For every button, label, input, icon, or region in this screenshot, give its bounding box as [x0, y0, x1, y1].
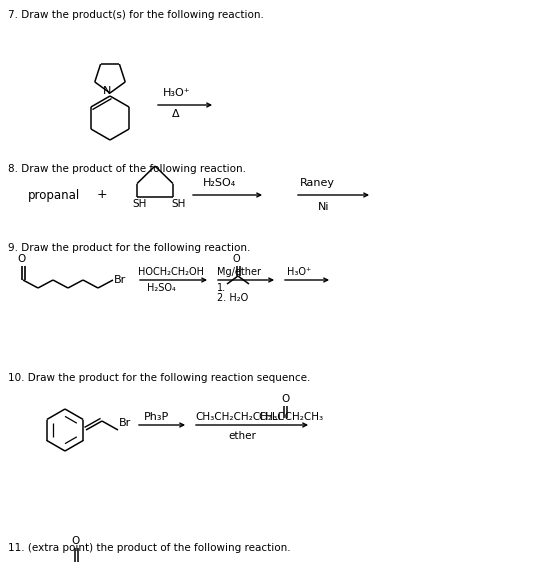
Text: SH: SH: [171, 199, 185, 209]
Text: +: +: [97, 189, 107, 201]
Text: ether: ether: [228, 431, 256, 441]
Text: O: O: [232, 254, 240, 264]
Text: O: O: [17, 254, 25, 264]
Text: CH₃CH₂CH₂CH₂Li: CH₃CH₂CH₂CH₂Li: [195, 412, 281, 422]
Text: Δ: Δ: [172, 109, 180, 119]
Text: Mg/ether: Mg/ether: [217, 267, 261, 277]
Text: H₂SO₄: H₂SO₄: [203, 178, 237, 188]
Text: CH₃CCH₂CH₃: CH₃CCH₂CH₃: [258, 412, 323, 422]
Text: 1.: 1.: [217, 283, 226, 293]
Text: H₂SO₄: H₂SO₄: [147, 283, 176, 293]
Text: O: O: [281, 394, 289, 404]
Text: HOCH₂CH₂OH: HOCH₂CH₂OH: [138, 267, 204, 277]
Text: Br: Br: [119, 418, 131, 428]
Text: 7. Draw the product(s) for the following reaction.: 7. Draw the product(s) for the following…: [8, 10, 264, 20]
Text: H₃O⁺: H₃O⁺: [163, 88, 191, 98]
Text: propanal: propanal: [28, 189, 80, 201]
Text: N: N: [103, 86, 111, 96]
Text: Br: Br: [114, 275, 126, 285]
Text: SH: SH: [132, 199, 146, 209]
Text: 11. (extra point) the product of the following reaction.: 11. (extra point) the product of the fol…: [8, 543, 291, 553]
Text: Raney: Raney: [300, 178, 335, 188]
Text: 2. H₂O: 2. H₂O: [217, 293, 248, 303]
Text: 8. Draw the product of the following reaction.: 8. Draw the product of the following rea…: [8, 164, 246, 174]
Text: Ph₃P: Ph₃P: [144, 412, 169, 422]
Text: H₃O⁺: H₃O⁺: [287, 267, 311, 277]
Text: O: O: [72, 536, 80, 546]
Text: Ni: Ni: [318, 202, 329, 212]
Text: 10. Draw the product for the following reaction sequence.: 10. Draw the product for the following r…: [8, 373, 310, 383]
Text: 9. Draw the product for the following reaction.: 9. Draw the product for the following re…: [8, 243, 251, 253]
